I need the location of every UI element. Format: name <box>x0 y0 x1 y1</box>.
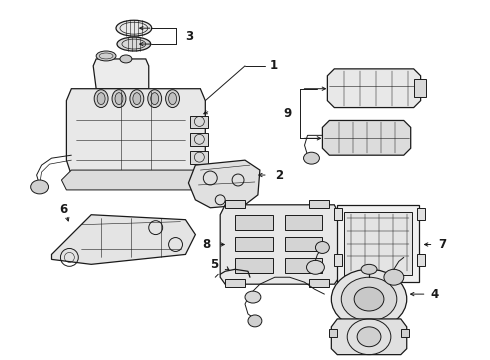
Ellipse shape <box>116 20 152 36</box>
Ellipse shape <box>94 90 108 108</box>
Bar <box>337 205 418 282</box>
Polygon shape <box>189 160 260 208</box>
Ellipse shape <box>96 51 116 61</box>
Ellipse shape <box>245 291 261 303</box>
Ellipse shape <box>169 93 176 105</box>
Bar <box>401 329 409 337</box>
Bar <box>235 215 273 230</box>
Ellipse shape <box>112 90 126 108</box>
Text: 8: 8 <box>202 238 210 251</box>
Ellipse shape <box>331 269 407 329</box>
Bar <box>344 212 412 275</box>
Ellipse shape <box>130 90 144 108</box>
Bar <box>310 279 329 287</box>
Ellipse shape <box>357 327 381 347</box>
Ellipse shape <box>303 152 319 164</box>
Bar <box>285 215 322 230</box>
Bar <box>191 151 208 164</box>
Text: 1: 1 <box>270 59 278 72</box>
Bar <box>191 133 208 146</box>
Ellipse shape <box>307 260 324 274</box>
Ellipse shape <box>97 93 105 105</box>
Bar <box>235 237 273 251</box>
Ellipse shape <box>384 269 404 285</box>
Polygon shape <box>322 121 411 155</box>
Bar <box>416 255 425 266</box>
Polygon shape <box>327 69 420 108</box>
Ellipse shape <box>316 242 329 253</box>
Bar <box>329 329 337 337</box>
Text: 3: 3 <box>185 30 194 42</box>
Bar <box>225 279 245 287</box>
Polygon shape <box>93 59 149 89</box>
Bar <box>235 258 273 273</box>
Polygon shape <box>66 89 205 175</box>
Ellipse shape <box>354 287 384 311</box>
Bar <box>225 200 245 208</box>
Bar <box>334 208 342 220</box>
Ellipse shape <box>151 93 159 105</box>
Text: 2: 2 <box>275 168 283 181</box>
Ellipse shape <box>133 93 141 105</box>
Text: 7: 7 <box>439 238 446 251</box>
Bar <box>285 237 322 251</box>
Bar <box>334 255 342 266</box>
Polygon shape <box>220 205 339 284</box>
Text: 9: 9 <box>283 107 292 120</box>
Ellipse shape <box>166 90 179 108</box>
Ellipse shape <box>341 277 397 321</box>
Ellipse shape <box>31 180 49 194</box>
Bar <box>191 116 208 129</box>
Ellipse shape <box>120 55 132 63</box>
Polygon shape <box>61 170 210 190</box>
Bar <box>414 79 426 96</box>
Bar <box>285 258 322 273</box>
Ellipse shape <box>361 264 377 274</box>
Text: 4: 4 <box>431 288 439 301</box>
Text: 5: 5 <box>210 258 218 271</box>
Ellipse shape <box>148 90 162 108</box>
Text: 6: 6 <box>59 203 68 216</box>
Polygon shape <box>331 319 407 355</box>
Ellipse shape <box>248 315 262 327</box>
Ellipse shape <box>117 37 151 51</box>
Bar <box>416 208 425 220</box>
Bar <box>310 200 329 208</box>
Ellipse shape <box>115 93 123 105</box>
Polygon shape <box>51 215 196 264</box>
